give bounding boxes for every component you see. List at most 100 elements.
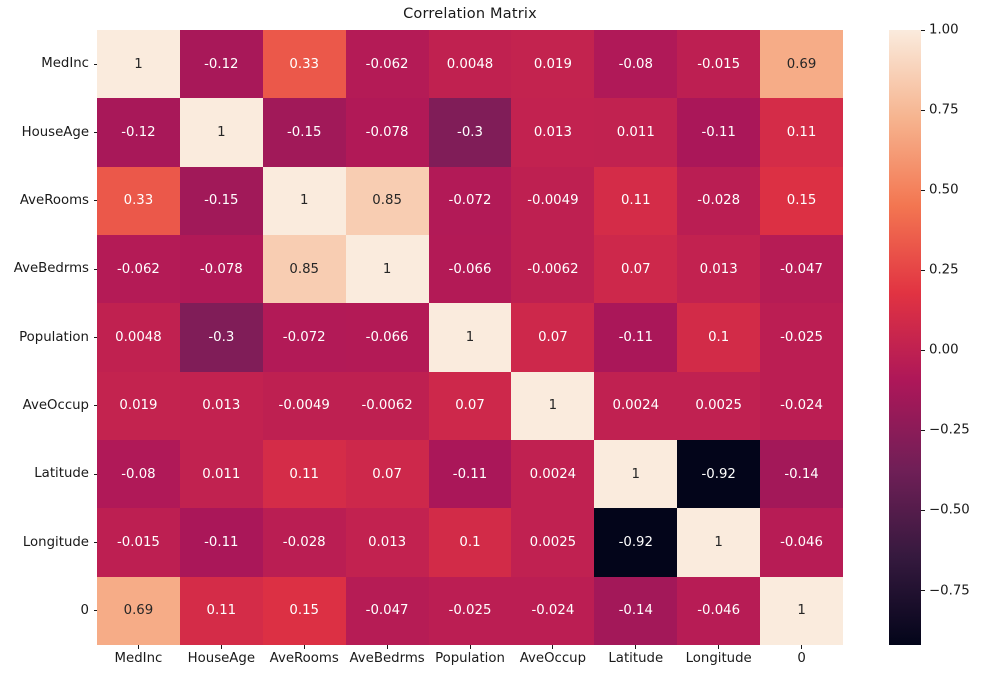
heatmap-cell: 0.07	[345, 440, 429, 509]
heatmap-cell: -0.072	[262, 303, 346, 372]
heatmap-cell: 0.013	[179, 371, 263, 440]
heatmap-cell: -0.3	[179, 303, 263, 372]
colorbar-tick-label: −0.25	[929, 422, 970, 438]
heatmap-cell: -0.025	[760, 303, 843, 372]
heatmap-cell: 0.013	[511, 98, 595, 167]
y-tick-label: Latitude	[34, 466, 89, 482]
heatmap-cell: -0.11	[428, 440, 512, 509]
heatmap-cell: -0.11	[677, 98, 761, 167]
y-tick-label: Population	[19, 329, 89, 345]
heatmap-cell: -0.025	[428, 576, 512, 645]
heatmap-cell: -0.024	[511, 576, 595, 645]
heatmap-cell: 0.0024	[594, 371, 678, 440]
heatmap-cell: 1	[511, 371, 595, 440]
heatmap-cell: 0.019	[97, 371, 180, 440]
heatmap-cell: -0.015	[97, 508, 180, 577]
heatmap-cell: -0.047	[760, 235, 843, 304]
heatmap-cell: 0.11	[179, 576, 263, 645]
heatmap-cell: 0.013	[345, 508, 429, 577]
heatmap-cell: -0.066	[345, 303, 429, 372]
heatmap-cell: 1	[97, 30, 180, 99]
heatmap-cell: -0.14	[760, 440, 843, 509]
colorbar-tick-label: −0.75	[929, 583, 970, 599]
heatmap-cell: 0.013	[677, 235, 761, 304]
heatmap-cell: 0.011	[594, 98, 678, 167]
heatmap-cell: 1	[345, 235, 429, 304]
x-tick-label: HouseAge	[187, 651, 256, 666]
heatmap-cell: -0.0049	[511, 166, 595, 235]
x-tick-label: MedInc	[114, 651, 163, 666]
x-tick-mark	[386, 645, 388, 649]
heatmap-cell: -0.078	[345, 98, 429, 167]
heatmap-cell: 0.07	[511, 303, 595, 372]
heatmap-cell: 0.11	[262, 440, 346, 509]
x-tick-label: Latitude	[608, 651, 664, 666]
heatmap-cell: -0.072	[428, 166, 512, 235]
heatmap-cell: 0.69	[760, 30, 843, 99]
heatmap-cell: 0.11	[594, 166, 678, 235]
heatmap-cell: -0.08	[594, 30, 678, 99]
x-tick-label: AveBedrms	[349, 651, 425, 666]
y-tick-label: HouseAge	[21, 124, 89, 140]
heatmap-cell: 0.11	[760, 98, 843, 167]
heatmap-cell: 0.15	[262, 576, 346, 645]
heatmap-cell: -0.0062	[345, 371, 429, 440]
colorbar-tick-mark	[921, 109, 925, 111]
heatmap-cell: 0.0025	[511, 508, 595, 577]
colorbar-tick-label: 1.00	[929, 22, 959, 38]
heatmap-cell: 0.85	[262, 235, 346, 304]
x-tick-mark	[469, 645, 471, 649]
colorbar-tick-label: −0.50	[929, 502, 970, 518]
y-tick-label: AveOccup	[22, 397, 89, 413]
heatmap-cell: 0.0025	[677, 371, 761, 440]
x-tick-mark	[552, 645, 554, 649]
colorbar	[889, 30, 921, 645]
heatmap-cell: 1	[179, 98, 263, 167]
heatmap-cell: -0.11	[594, 303, 678, 372]
heatmap-cell: 0.15	[760, 166, 843, 235]
x-tick-mark	[137, 645, 139, 649]
heatmap-cell: 0.07	[428, 371, 512, 440]
heatmap-cell: -0.92	[594, 508, 678, 577]
heatmap-cell: 0.011	[179, 440, 263, 509]
heatmap-cell: -0.11	[179, 508, 263, 577]
heatmap-cell: -0.047	[345, 576, 429, 645]
x-tick-label: AveOccup	[519, 651, 587, 666]
y-tick-mark	[93, 268, 97, 270]
x-tick-mark	[801, 645, 803, 649]
heatmap-cell: -0.14	[594, 576, 678, 645]
heatmap-cell: 0.07	[594, 235, 678, 304]
colorbar-tick-label: 0.00	[929, 342, 959, 358]
heatmap-cell: -0.0062	[511, 235, 595, 304]
heatmap-cell: 0.69	[97, 576, 180, 645]
y-tick-label: AveBedrms	[13, 261, 89, 277]
colorbar-tick-mark	[921, 29, 925, 31]
heatmap-grid: 1 -0.12 0.33 -0.062 0.0048 0.019 -0.08 -0.015 0.…	[97, 30, 843, 645]
heatmap-cell: -0.15	[262, 98, 346, 167]
x-tick-mark	[303, 645, 305, 649]
y-tick-label: Longitude	[22, 534, 89, 550]
y-tick-label: 0	[80, 602, 89, 618]
heatmap-cell: -0.92	[677, 440, 761, 509]
x-tick-label: Population	[435, 651, 505, 666]
x-tick-mark	[718, 645, 720, 649]
x-tick-mark	[635, 645, 637, 649]
heatmap-cell: 0.1	[428, 508, 512, 577]
y-tick-mark	[93, 542, 97, 543]
heatmap-cell: -0.024	[760, 371, 843, 440]
y-tick-mark	[93, 337, 97, 338]
x-tick-label: AveRooms	[269, 651, 339, 666]
heatmap-cell: -0.046	[760, 508, 843, 577]
heatmap-cell: 1	[262, 166, 346, 235]
y-tick-mark	[93, 610, 97, 612]
y-tick-label: AveRooms	[19, 192, 89, 208]
heatmap-cell: 0.85	[345, 166, 429, 235]
colorbar-tick-mark	[921, 189, 925, 191]
heatmap-cell: -0.12	[97, 98, 180, 167]
heatmap-cell: -0.062	[97, 235, 180, 304]
heatmap-cell: 0.019	[511, 30, 595, 99]
chart-title: Correlation Matrix	[403, 6, 537, 22]
y-tick-mark	[93, 200, 97, 202]
heatmap-cell: -0.062	[345, 30, 429, 99]
